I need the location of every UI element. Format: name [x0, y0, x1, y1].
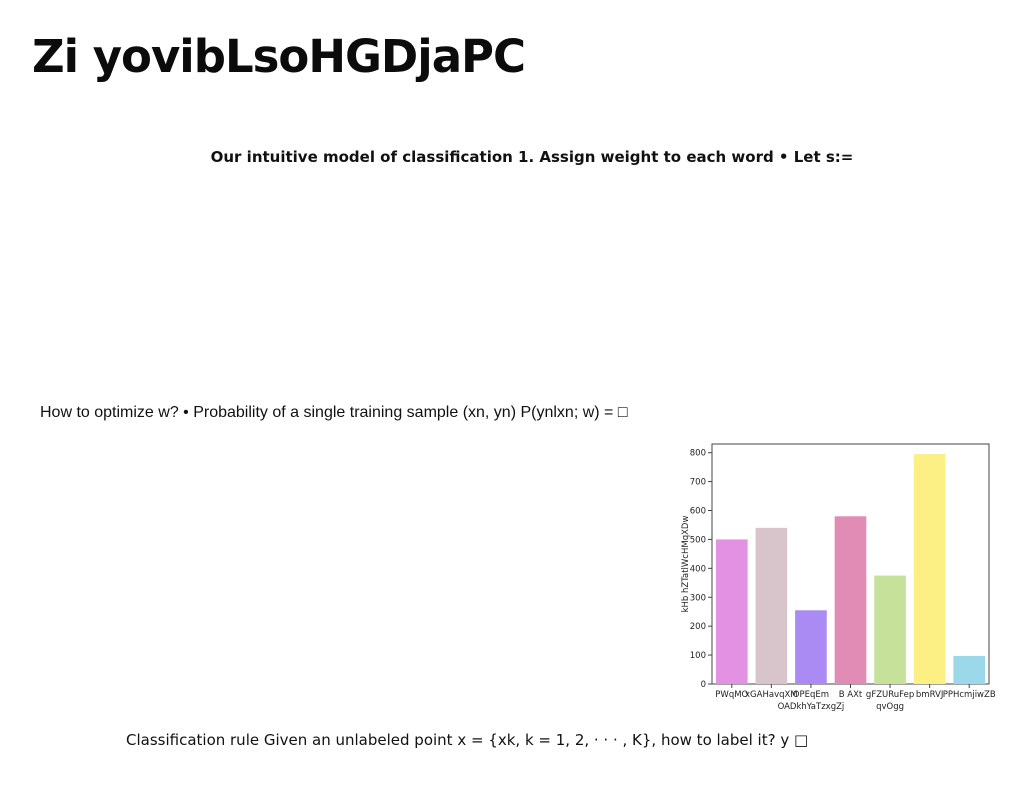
x-tick-label: qvOgg [876, 702, 904, 712]
body-text-classification-rule: Classification rule Given an unlabeled p… [126, 731, 809, 749]
y-tick-label: 800 [690, 449, 706, 459]
y-tick-label: 500 [690, 535, 706, 545]
bar [715, 539, 748, 684]
x-tick-label: OADkhYaTzxgZj [778, 702, 845, 712]
bar [755, 527, 788, 684]
bar [913, 454, 946, 684]
x-tick-label: PPHcmjiwZB [943, 690, 996, 700]
x-tick-label: xGAHavqXM [745, 690, 798, 700]
x-tick-label: PWqMO [715, 690, 748, 700]
y-tick-label: 100 [690, 651, 706, 661]
slide-subtitle: Our intuitive model of classification 1.… [210, 148, 854, 166]
bar [795, 610, 827, 684]
bar [953, 655, 986, 684]
x-tick-label: OPEqEm [793, 690, 829, 700]
y-axis-label: kHb hZTatlWcHMqXDw [681, 516, 691, 613]
y-tick-label: 200 [690, 622, 706, 632]
y-tick-label: 300 [690, 593, 706, 603]
slide-title: Zi yovibLsoHGDjaPC [32, 30, 526, 83]
bar [874, 575, 906, 684]
bar [834, 516, 867, 684]
body-text-optimize: How to optimize w? • Probability of a si… [40, 404, 628, 421]
y-tick-label: 600 [690, 507, 706, 517]
x-tick-label: B AXt [839, 690, 863, 700]
y-tick-label: 700 [690, 478, 706, 488]
x-tick-label: gFZURuFep [866, 690, 914, 700]
x-tick-label: bmRVJ [916, 690, 943, 700]
y-tick-label: 0 [701, 680, 706, 690]
y-tick-label: 400 [690, 564, 706, 574]
